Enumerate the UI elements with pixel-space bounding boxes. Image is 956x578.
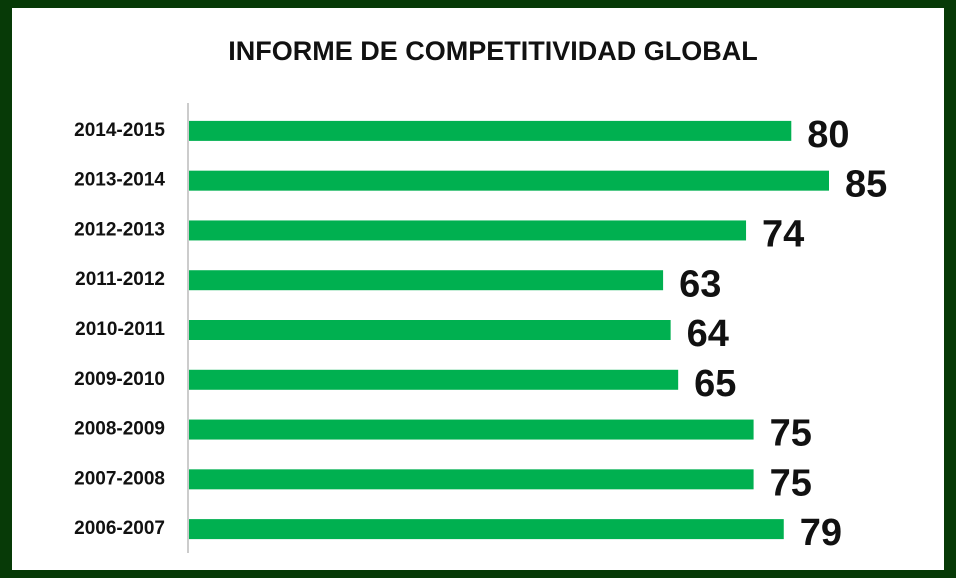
- bar: [189, 320, 671, 340]
- bar: [189, 170, 829, 191]
- y-tick-label: 2010-2011: [75, 319, 165, 340]
- y-tick-label: 2011-2012: [75, 269, 165, 290]
- y-tick-label: 2014-2015: [74, 120, 165, 141]
- value-label: 74: [762, 213, 804, 255]
- y-tick-label: 2008-2009: [74, 419, 165, 440]
- value-label: 75: [770, 462, 812, 504]
- bar: [189, 419, 754, 440]
- value-label: 64: [687, 313, 729, 355]
- value-label: 79: [800, 512, 842, 554]
- value-label: 75: [770, 413, 812, 455]
- bar: [189, 519, 784, 540]
- y-tick-label: 2013-2014: [74, 170, 165, 191]
- bar: [189, 220, 747, 241]
- bar: [189, 120, 792, 141]
- y-tick-label: 2012-2013: [74, 219, 165, 240]
- value-label: 65: [694, 363, 736, 405]
- value-label: 85: [845, 164, 887, 206]
- chart-title: INFORME DE COMPETITIVIDAD GLOBAL: [228, 36, 758, 66]
- bar: [189, 469, 754, 490]
- y-tick-label: 2009-2010: [74, 369, 165, 390]
- y-tick-label: 2006-2007: [74, 518, 165, 539]
- value-label: 63: [679, 263, 721, 305]
- bar: [189, 369, 679, 390]
- bar: [189, 270, 664, 291]
- value-label: 80: [807, 114, 849, 156]
- y-tick-label: 2007-2008: [74, 468, 165, 489]
